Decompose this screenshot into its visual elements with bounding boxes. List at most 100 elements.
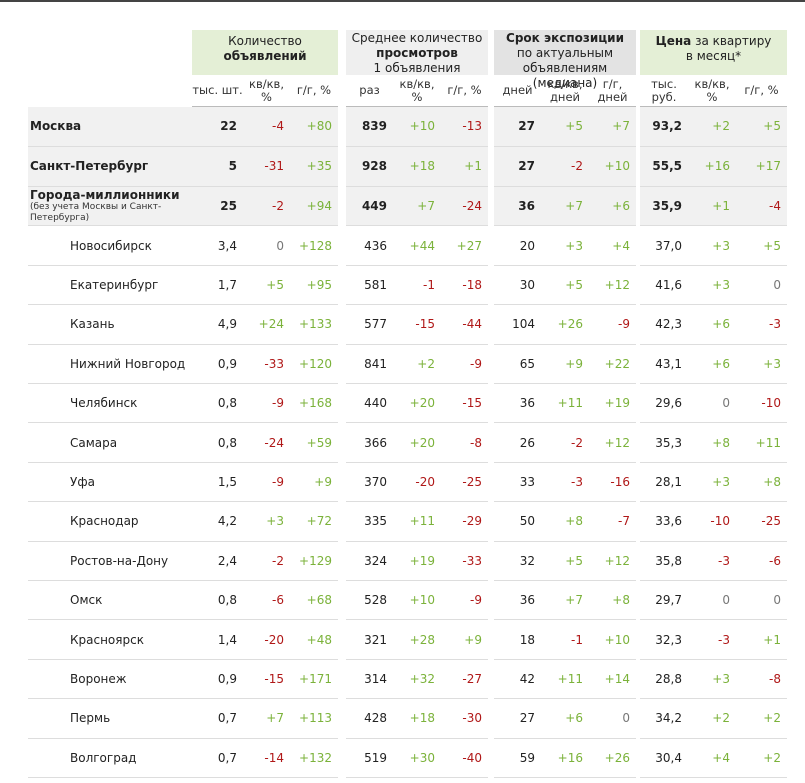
- value-cell: -44: [441, 305, 488, 345]
- value-cell: 1,7: [192, 266, 243, 306]
- value-cell: -2: [541, 423, 589, 463]
- value-cell: 35,8: [640, 542, 688, 581]
- row-name: Ростов-на-Дону: [70, 553, 169, 568]
- row-name-cell: Москва: [28, 107, 192, 147]
- top-rule: [0, 0, 805, 2]
- row-name-cell: Волгоград: [28, 739, 192, 778]
- row-note: (без учета Москвы и Санкт-Петербурга): [30, 201, 162, 223]
- group-line: объявлений: [223, 49, 307, 63]
- subheader: раз: [346, 75, 393, 107]
- value-cell: 59: [494, 739, 541, 778]
- value-cell: 0: [243, 226, 290, 266]
- value-cell: 25: [192, 186, 243, 227]
- value-cell: +19: [393, 542, 441, 581]
- value-cell: 42,3: [640, 305, 688, 345]
- value-cell: -33: [441, 542, 488, 581]
- group-line: Среднее количество: [351, 31, 483, 45]
- row-name: Санкт-Петербург: [30, 159, 149, 174]
- value-cell: +18: [393, 699, 441, 739]
- row-name: Новосибирск: [70, 238, 152, 253]
- value-cell: +12: [589, 542, 636, 581]
- value-cell: 42: [494, 660, 541, 700]
- subheader: кв/кв, %: [393, 75, 441, 107]
- value-cell: +4: [688, 739, 736, 778]
- value-cell: 4,9: [192, 305, 243, 345]
- value-cell: 32: [494, 542, 541, 581]
- value-cell: -3: [541, 463, 589, 503]
- value-cell: -15: [393, 305, 441, 345]
- value-cell: +94: [290, 186, 338, 227]
- value-cell: -6: [736, 542, 787, 581]
- group-header: Количество объявлений: [192, 30, 338, 75]
- value-cell: +11: [736, 423, 787, 463]
- row-name-cell: Казань: [28, 305, 192, 345]
- value-cell: +6: [589, 186, 636, 227]
- value-cell: +20: [393, 384, 441, 424]
- value-cell: +133: [290, 305, 338, 345]
- group-word: за квартиру: [695, 34, 772, 48]
- subheader: г/г, %: [441, 75, 488, 107]
- value-cell: +9: [290, 463, 338, 503]
- value-cell: +10: [393, 581, 441, 621]
- row-name: Пермь: [70, 711, 111, 726]
- value-cell: -7: [589, 502, 636, 542]
- value-cell: 1,4: [192, 620, 243, 660]
- value-cell: -33: [243, 345, 290, 384]
- group-line: Количество: [228, 34, 302, 48]
- value-cell: +6: [688, 305, 736, 345]
- value-cell: 18: [494, 620, 541, 660]
- value-cell: 93,2: [640, 107, 688, 147]
- value-cell: +10: [589, 146, 636, 187]
- value-cell: -1: [393, 266, 441, 306]
- value-cell: +19: [589, 384, 636, 424]
- value-cell: 3,4: [192, 226, 243, 266]
- subheader: г/г, дней: [589, 75, 636, 107]
- value-cell: 1,5: [192, 463, 243, 503]
- value-cell: +11: [541, 660, 589, 700]
- row-name-cell: Челябинск: [28, 384, 192, 424]
- group-line: Цена за квартиру: [640, 34, 787, 49]
- value-cell: +2: [393, 345, 441, 384]
- value-cell: +10: [589, 620, 636, 660]
- value-cell: -3: [688, 542, 736, 581]
- value-cell: 27: [494, 146, 541, 187]
- value-cell: +7: [243, 699, 290, 739]
- subheader: тыс. шт.: [192, 75, 243, 107]
- value-cell: 34,2: [640, 699, 688, 739]
- value-cell: 0,8: [192, 384, 243, 424]
- value-cell: +32: [393, 660, 441, 700]
- value-cell: 0,7: [192, 739, 243, 778]
- value-cell: 30,4: [640, 739, 688, 778]
- value-cell: +171: [290, 660, 338, 700]
- value-cell: +7: [589, 107, 636, 147]
- value-cell: -20: [243, 620, 290, 660]
- value-cell: +16: [688, 146, 736, 187]
- value-cell: 30: [494, 266, 541, 306]
- value-cell: +2: [736, 699, 787, 739]
- value-cell: +8: [541, 502, 589, 542]
- value-cell: 36: [494, 384, 541, 424]
- value-cell: +26: [589, 739, 636, 778]
- value-cell: 370: [346, 463, 393, 503]
- value-cell: 0,7: [192, 699, 243, 739]
- value-cell: +12: [589, 423, 636, 463]
- value-cell: 335: [346, 502, 393, 542]
- value-cell: +22: [589, 345, 636, 384]
- value-cell: +5: [736, 226, 787, 266]
- value-cell: +2: [688, 699, 736, 739]
- value-cell: -4: [243, 107, 290, 147]
- subheader: дней: [494, 75, 541, 107]
- value-cell: 440: [346, 384, 393, 424]
- value-cell: +16: [541, 739, 589, 778]
- value-cell: +48: [290, 620, 338, 660]
- value-cell: -10: [736, 384, 787, 424]
- value-cell: 0: [688, 581, 736, 621]
- value-cell: 22: [192, 107, 243, 147]
- value-cell: -31: [243, 146, 290, 187]
- value-cell: 28,8: [640, 660, 688, 700]
- value-cell: +30: [393, 739, 441, 778]
- value-cell: +129: [290, 542, 338, 581]
- value-cell: 27: [494, 107, 541, 147]
- value-cell: -27: [441, 660, 488, 700]
